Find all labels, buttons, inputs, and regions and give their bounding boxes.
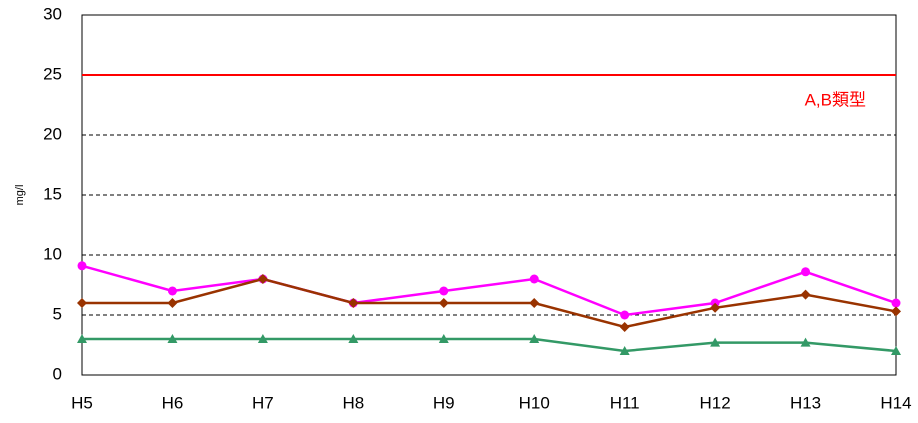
point [77,298,87,308]
x-tick-label: H7 [252,393,274,412]
x-tick-label: H11 [610,393,640,412]
point [619,346,630,355]
point [710,337,721,347]
point [800,289,811,300]
point [529,298,540,308]
x-tick-label: H14 [880,393,911,412]
point [800,337,811,347]
point [348,334,359,343]
point [619,322,630,332]
point [167,298,178,308]
y-axis-label: mg/l [14,185,26,206]
point [77,261,87,271]
point [167,286,177,296]
point [77,334,87,343]
x-tick-label: H5 [71,393,93,412]
point [167,334,178,343]
y-tick-label: 5 [53,304,62,323]
x-tick-label: H13 [790,393,821,412]
x-tick-label: H6 [162,393,184,412]
reference-label: A,B類型 [805,90,866,109]
x-tick-label: H10 [519,393,550,412]
point [891,346,901,355]
point [257,274,268,284]
y-tick-label: 15 [43,184,62,203]
series-line [82,337,897,353]
point [529,334,540,343]
point [439,286,449,296]
point [710,302,721,313]
y-tick-label: 25 [43,64,62,83]
series-line [82,277,897,329]
y-tick-label: 30 [43,4,62,23]
point [891,298,901,308]
y-tick-label: 20 [43,124,62,143]
point [801,267,811,277]
point [257,334,268,343]
x-tick-label: H8 [342,393,364,412]
point [620,310,630,320]
point [438,334,449,343]
y-tick-label: 0 [53,364,62,383]
x-tick-label: H9 [433,393,455,412]
series-line [81,264,897,317]
plot-frame [81,14,897,376]
x-tick-label: H12 [700,393,731,412]
point [348,298,359,308]
point [891,306,901,317]
point [529,274,539,284]
y-tick-label: 10 [43,244,62,263]
point [438,298,449,308]
